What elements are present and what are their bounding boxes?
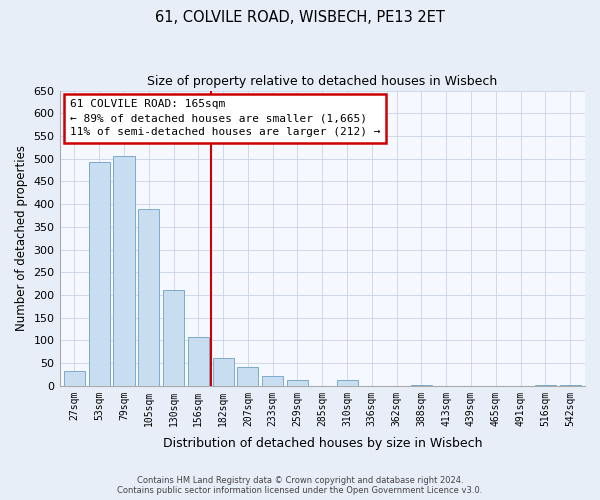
Bar: [238, 366, 259, 386]
Bar: [560, 385, 581, 386]
Bar: [163, 290, 184, 386]
Bar: [89, 162, 110, 386]
Bar: [212, 358, 233, 386]
Text: 61 COLVILE ROAD: 165sqm
← 89% of detached houses are smaller (1,665)
11% of semi: 61 COLVILE ROAD: 165sqm ← 89% of detache…: [70, 100, 380, 138]
Bar: [64, 371, 85, 386]
X-axis label: Distribution of detached houses by size in Wisbech: Distribution of detached houses by size …: [163, 437, 482, 450]
Bar: [287, 380, 308, 386]
Title: Size of property relative to detached houses in Wisbech: Size of property relative to detached ho…: [147, 75, 497, 88]
Bar: [262, 376, 283, 386]
Bar: [188, 336, 209, 386]
Bar: [411, 385, 432, 386]
Text: Contains HM Land Registry data © Crown copyright and database right 2024.
Contai: Contains HM Land Registry data © Crown c…: [118, 476, 482, 495]
Bar: [337, 380, 358, 386]
Text: 61, COLVILE ROAD, WISBECH, PE13 2ET: 61, COLVILE ROAD, WISBECH, PE13 2ET: [155, 10, 445, 25]
Bar: [138, 208, 160, 386]
Bar: [113, 156, 134, 386]
Y-axis label: Number of detached properties: Number of detached properties: [15, 145, 28, 331]
